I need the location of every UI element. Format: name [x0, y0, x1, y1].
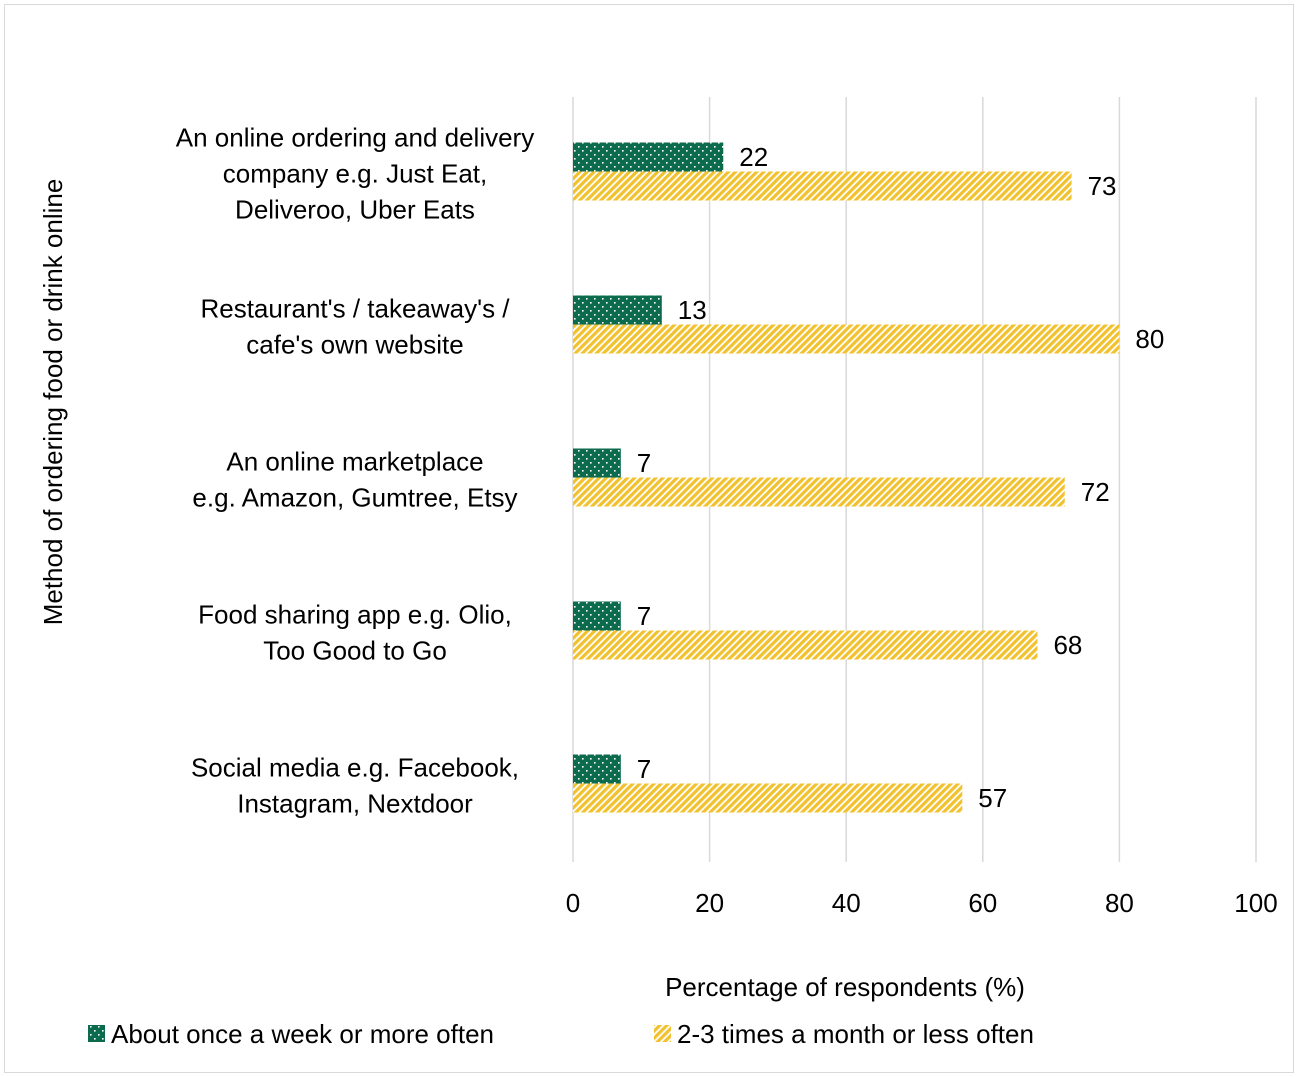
x-tick-label: 20 [695, 888, 724, 918]
category-label: Social media e.g. Facebook, [191, 753, 519, 783]
x-tick-label: 40 [832, 888, 861, 918]
x-tick-label: 100 [1234, 888, 1277, 918]
category-label: e.g. Amazon, Gumtree, Etsy [192, 483, 517, 513]
data-label: 22 [739, 142, 768, 172]
legend-swatch [88, 1025, 105, 1042]
legend-label: 2-3 times a month or less often [677, 1019, 1034, 1049]
category-label: Instagram, Nextdoor [237, 789, 473, 819]
bars [573, 142, 1120, 813]
legend-swatch [654, 1025, 671, 1042]
data-label: 13 [678, 295, 707, 325]
bar [573, 295, 662, 325]
category-label: company e.g. Just Eat, [223, 159, 487, 189]
bar [573, 171, 1072, 201]
labels: An online ordering and delivery company e… [176, 123, 1165, 819]
bar [573, 142, 724, 172]
category-label: Too Good to Go [263, 636, 447, 666]
bar [573, 448, 621, 478]
bar [573, 601, 621, 631]
bar [573, 754, 621, 784]
bar [573, 324, 1120, 354]
category-label: Deliveroo, Uber Eats [235, 195, 475, 225]
x-axis-title: Percentage of respondents (%) [665, 972, 1025, 1002]
category-label: Food sharing app e.g. Olio, [198, 600, 512, 630]
data-label: 7 [637, 754, 651, 784]
data-label: 73 [1088, 171, 1117, 201]
category-label: An online marketplace [226, 447, 483, 477]
category-label: An online ordering and delivery [176, 123, 534, 153]
x-tick-label: 60 [968, 888, 997, 918]
bar [573, 783, 963, 813]
legend: About once a week or more often 2-3 times… [88, 1019, 1034, 1049]
legend-label: About once a week or more often [111, 1019, 494, 1049]
x-tick-label: 80 [1105, 888, 1134, 918]
data-label: 7 [637, 601, 651, 631]
data-label: 72 [1081, 477, 1110, 507]
gridlines: 0 20 40 60 80 100 [566, 97, 1278, 918]
data-label: 7 [637, 448, 651, 478]
category-label: cafe's own website [246, 330, 463, 360]
data-label: 57 [978, 783, 1007, 813]
x-tick-label: 0 [566, 888, 580, 918]
bar [573, 630, 1038, 660]
category-label: Restaurant's / takeaway's / [200, 294, 510, 324]
bar [573, 477, 1065, 507]
y-axis-title: Method of ordering food or drink online [38, 179, 68, 626]
data-label: 80 [1135, 324, 1164, 354]
data-label: 68 [1053, 630, 1082, 660]
